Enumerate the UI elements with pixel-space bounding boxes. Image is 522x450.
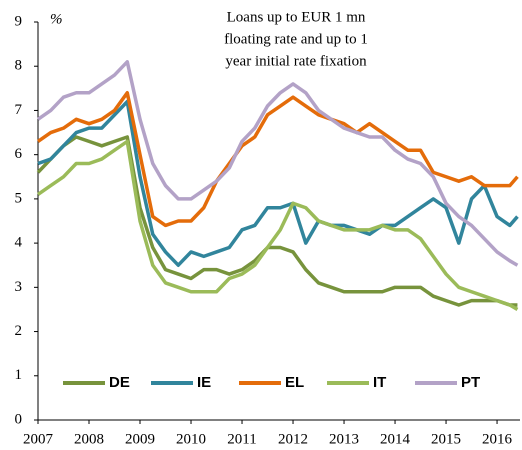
series-line (37, 60, 519, 267)
y-tick-label: 2 (15, 323, 23, 339)
x-tick-label: 2010 (176, 431, 206, 447)
legend-label: EL (285, 374, 304, 391)
x-tick-label: 2007 (23, 431, 54, 447)
y-tick-label: 0 (15, 411, 23, 427)
series-line (37, 91, 519, 228)
legend-label: IE (197, 374, 211, 391)
chart-title: Loans up to EUR 1 mn (227, 9, 366, 25)
y-tick-label: 3 (15, 279, 23, 295)
legend-label: IT (373, 374, 386, 391)
y-tick-label: 5 (15, 190, 23, 206)
x-tick-label: 2011 (227, 431, 256, 447)
x-tick-label: 2012 (278, 431, 308, 447)
y-tick-label: 8 (15, 58, 23, 74)
x-tick-label: 2008 (74, 431, 104, 447)
series-line (36, 135, 518, 307)
y-axis-label: % (50, 11, 63, 27)
series-line (37, 139, 519, 311)
x-tick-label: 2015 (431, 431, 461, 447)
y-tick-label: 7 (15, 102, 23, 118)
chart-title: year initial rate fixation (225, 53, 367, 69)
legend-label: PT (461, 374, 480, 391)
y-tick-label: 6 (15, 146, 23, 162)
y-tick-label: 4 (15, 235, 23, 251)
series-line (37, 99, 519, 267)
x-tick-label: 2009 (125, 431, 155, 447)
x-tick-label: 2016 (482, 431, 513, 447)
chart-title: floating rate and up to 1 (224, 31, 368, 47)
y-tick-label: 9 (15, 13, 23, 29)
y-tick-label: 1 (15, 367, 23, 383)
x-tick-label: 2013 (329, 431, 359, 447)
legend-label: DE (109, 374, 130, 391)
x-tick-label: 2014 (380, 431, 411, 447)
